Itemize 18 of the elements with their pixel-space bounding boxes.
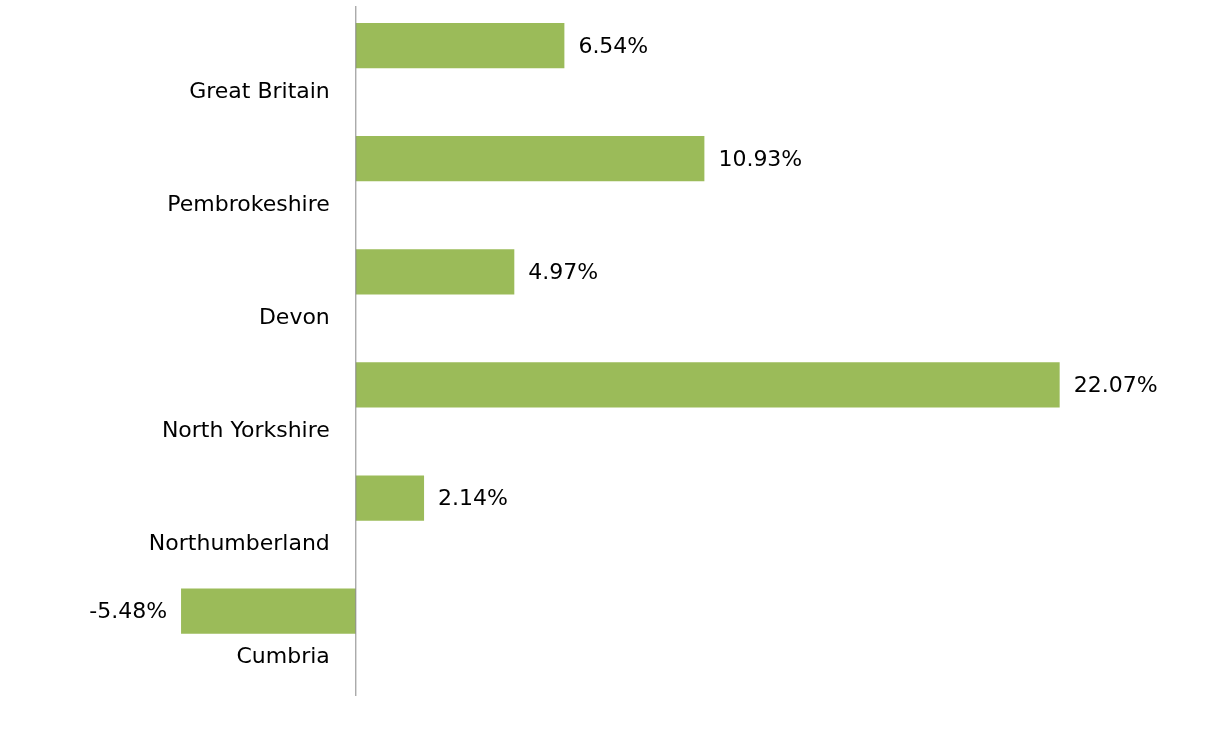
y-tick-label: Devon [258, 304, 330, 330]
data-label: -5.48% [89, 598, 168, 624]
bar [355, 22, 565, 69]
data-label: 22.07% [1073, 371, 1158, 397]
y-tick-label: Great Britain [189, 77, 330, 103]
bar [355, 249, 515, 295]
bar [355, 362, 1060, 408]
y-tick-label: Cumbria [236, 643, 330, 669]
bar [355, 475, 425, 521]
data-label: 2.14% [438, 485, 508, 511]
bar [181, 588, 356, 634]
bar [355, 136, 705, 182]
data-label: 4.97% [528, 258, 599, 284]
y-tick-label: Northumberland [148, 530, 330, 556]
y-tick-label: North Yorkshire [161, 417, 330, 443]
data-label: 6.54% [578, 32, 649, 58]
y-tick-label: Pembrokeshire [167, 190, 330, 216]
data-label: 10.93% [718, 145, 803, 171]
